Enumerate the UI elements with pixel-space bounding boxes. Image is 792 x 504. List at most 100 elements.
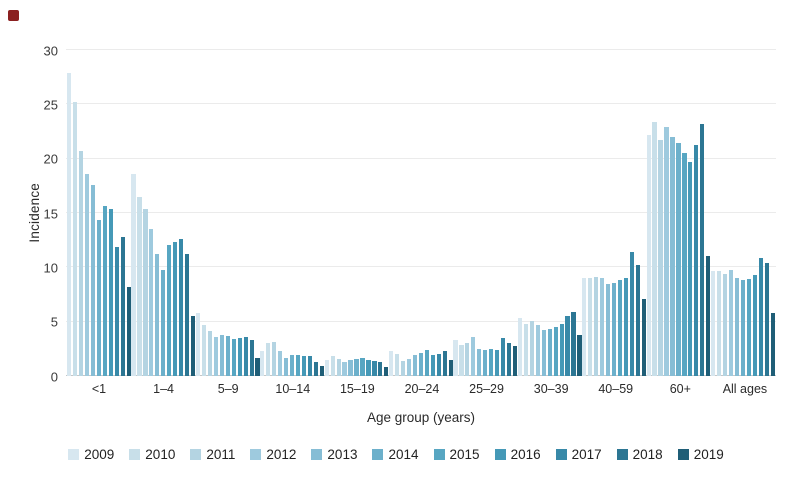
bar-5–9-2019 (255, 357, 260, 376)
legend-item-2010: 2010 (129, 447, 175, 462)
bar-group-60+ (646, 50, 711, 376)
legend: 2009 2010 2011 2012 2013 2014 2015 2016 2017 2018… (0, 447, 792, 462)
bar-20–24-2010 (394, 354, 400, 376)
x-tick-30–39: 30–39 (533, 382, 569, 396)
bar-All ages-2009 (710, 270, 716, 376)
legend-item-2013: 2013 (311, 447, 357, 462)
bar-25–29-2009 (453, 340, 458, 376)
bar-25–29-2016 (495, 349, 500, 376)
bar-30–39-2009 (517, 318, 522, 376)
bar-25–29-2013 (477, 348, 482, 376)
bar-25–29-2012 (471, 336, 476, 376)
bar-<1-2013 (90, 184, 96, 376)
bar-group-30–39 (517, 50, 582, 376)
legend-item-2015: 2015 (433, 447, 480, 462)
bar-60+-2019 (706, 256, 711, 376)
x-tick-15–19: 15–19 (339, 382, 375, 396)
bar-10–14-2018 (313, 361, 319, 376)
bar-5–9-2012 (213, 336, 218, 376)
bar-group-<1 (67, 50, 131, 376)
bar-40–59-2014 (611, 282, 617, 376)
legend-label-2012: 2012 (266, 447, 297, 462)
bar-15–19-2011 (336, 358, 341, 376)
bar-20–24-2018 (442, 351, 447, 376)
bar-60+-2016 (688, 161, 693, 376)
bar-25–29-2015 (489, 348, 494, 376)
bar-60+-2009 (646, 134, 651, 376)
bar-All ages-2016 (752, 274, 757, 376)
legend-label-2018: 2018 (632, 447, 663, 462)
bar-group-All ages (710, 50, 775, 376)
bar-40–59-2016 (623, 278, 629, 376)
bar-1–4-2011 (143, 208, 148, 376)
bar-<1-2015 (102, 206, 107, 376)
bar-1–4-2010 (137, 196, 142, 376)
bar-10–14-2016 (301, 356, 307, 376)
bar-10–14-2010 (266, 343, 271, 376)
bar-10–14-2019 (319, 366, 325, 376)
bar-10–14-2011 (272, 342, 277, 376)
bar-30–39-2016 (559, 323, 564, 376)
x-tick-All ages: All ages (722, 382, 768, 396)
bar-15–19-2012 (342, 361, 347, 376)
bar-30–39-2012 (535, 324, 540, 376)
bar-25–29-2011 (465, 343, 470, 376)
bar-10–14-2014 (290, 355, 295, 376)
y-axis-tick-labels: 0 5 10 15 20 25 30 (14, 43, 58, 384)
legend-label-2011: 2011 (206, 447, 236, 462)
legend-item-2017: 2017 (555, 447, 602, 462)
bar-<1-2017 (114, 246, 119, 376)
bar-60+-2012 (664, 127, 669, 376)
legend-swatch-2014 (372, 449, 384, 460)
legend-swatch-2010 (129, 449, 141, 460)
legend-swatch-2009 (68, 449, 80, 460)
y-tick-20: 20 (43, 151, 58, 167)
bar-<1-2009 (67, 72, 72, 376)
bar-60+-2017 (694, 144, 699, 376)
bar-5–9-2018 (249, 340, 254, 376)
bar-1–4-2019 (191, 316, 196, 376)
gridline-20 (66, 157, 776, 159)
bar-5–9-2009 (195, 312, 200, 376)
y-tick-30: 30 (43, 43, 58, 58)
bar-15–19-2010 (330, 356, 335, 376)
legend-label-2016: 2016 (510, 447, 541, 462)
bar-1–4-2013 (155, 254, 160, 376)
legend-item-2011: 2011 (190, 447, 235, 462)
bar-All ages-2010 (716, 270, 722, 376)
legend-swatch-2018 (616, 449, 628, 460)
bar-All ages-2015 (746, 279, 751, 376)
bar-5–9-2013 (219, 334, 224, 376)
bar-<1-2019 (126, 286, 131, 376)
legend-swatch-2016 (494, 449, 506, 460)
bar-25–29-2010 (459, 344, 464, 376)
bar-1–4-2018 (185, 254, 190, 376)
bar-group-15–19 (324, 50, 389, 376)
bar-10–14-2015 (295, 355, 301, 376)
bar-40–59-2019 (641, 298, 646, 376)
legend-item-2009: 2009 (68, 447, 114, 462)
bar-15–19-2015 (360, 357, 365, 376)
bar-30–39-2017 (565, 316, 570, 376)
bar-1–4-2017 (179, 239, 184, 376)
y-tick-25: 25 (43, 97, 58, 113)
x-tick-10–14: 10–14 (275, 382, 311, 396)
bar-30–39-2015 (553, 327, 558, 376)
legend-swatch-2013 (311, 449, 323, 460)
bar-All ages-2017 (758, 257, 763, 376)
bar-60+-2014 (676, 143, 681, 376)
bar-group-1–4 (131, 50, 196, 376)
bar-group-10–14 (260, 50, 325, 376)
bar-5–9-2011 (207, 331, 212, 376)
legend-swatch-2015 (433, 449, 445, 460)
bar-20–24-2013 (412, 355, 418, 376)
bar-40–59-2009 (582, 278, 587, 376)
bar-25–29-2014 (483, 349, 488, 376)
x-tick-20–24: 20–24 (404, 382, 440, 396)
bar-30–39-2018 (571, 311, 576, 376)
legend-item-2014: 2014 (372, 447, 419, 462)
y-tick-15: 15 (43, 206, 58, 221)
gridline-25 (66, 103, 776, 105)
bar-15–19-2017 (372, 360, 377, 376)
bar-60+-2010 (652, 121, 657, 376)
